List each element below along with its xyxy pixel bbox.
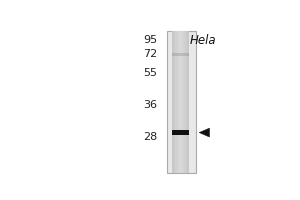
Text: Hela: Hela xyxy=(190,34,217,47)
Bar xyxy=(175,31,177,173)
Bar xyxy=(173,31,175,173)
Bar xyxy=(181,31,182,173)
Polygon shape xyxy=(199,128,210,137)
Bar xyxy=(172,31,173,173)
Bar xyxy=(179,31,181,173)
Text: 28: 28 xyxy=(143,132,157,142)
Bar xyxy=(177,31,179,173)
Text: 95: 95 xyxy=(143,35,157,45)
Bar xyxy=(172,130,189,135)
Bar xyxy=(167,31,196,173)
Bar xyxy=(188,31,189,173)
Bar xyxy=(172,53,188,56)
Bar xyxy=(184,31,186,173)
Bar xyxy=(186,31,188,173)
Bar xyxy=(172,31,189,173)
Text: 36: 36 xyxy=(143,100,157,110)
Bar xyxy=(182,31,184,173)
Text: 55: 55 xyxy=(143,68,157,78)
Text: 72: 72 xyxy=(143,49,157,59)
